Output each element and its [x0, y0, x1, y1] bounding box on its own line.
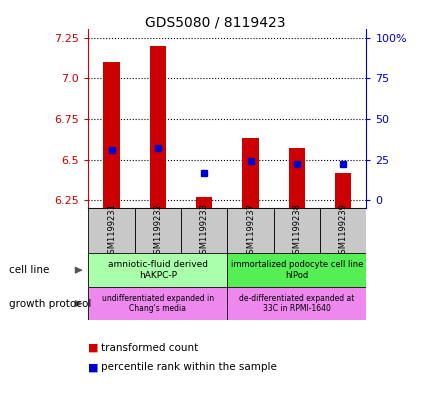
Text: GSM1199233: GSM1199233: [199, 203, 208, 259]
Text: percentile rank within the sample: percentile rank within the sample: [101, 362, 276, 373]
Bar: [273, 208, 319, 253]
Text: immortalized podocyte cell line
hIPod: immortalized podocyte cell line hIPod: [230, 261, 362, 280]
Text: de-differentiated expanded at
33C in RPMI-1640: de-differentiated expanded at 33C in RPM…: [239, 294, 354, 313]
Text: GSM1199237: GSM1199237: [246, 203, 255, 259]
Text: GDS5080 / 8119423: GDS5080 / 8119423: [145, 16, 285, 30]
Text: GSM1199232: GSM1199232: [153, 203, 162, 259]
Bar: [319, 208, 366, 253]
Bar: [334, 173, 350, 208]
Text: undifferentiated expanded in
Chang's media: undifferentiated expanded in Chang's med…: [101, 294, 213, 313]
Bar: [103, 62, 120, 208]
Bar: [88, 208, 135, 253]
Text: ■: ■: [88, 362, 98, 373]
Bar: [242, 138, 258, 208]
Bar: [227, 253, 366, 287]
Bar: [196, 197, 212, 208]
Bar: [227, 287, 366, 320]
Text: transformed count: transformed count: [101, 343, 198, 353]
Bar: [88, 253, 227, 287]
Text: amniotic-fluid derived
hAKPC-P: amniotic-fluid derived hAKPC-P: [108, 261, 207, 280]
Bar: [288, 148, 304, 208]
Bar: [227, 208, 273, 253]
Bar: [181, 208, 227, 253]
Text: cell line: cell line: [9, 265, 49, 275]
Text: growth protocol: growth protocol: [9, 299, 91, 309]
Text: GSM1199231: GSM1199231: [107, 203, 116, 259]
Text: GSM1199238: GSM1199238: [292, 203, 301, 259]
Text: ■: ■: [88, 343, 98, 353]
Bar: [134, 208, 181, 253]
Bar: [88, 287, 227, 320]
Bar: [149, 46, 166, 208]
Text: GSM1199239: GSM1199239: [338, 203, 347, 259]
